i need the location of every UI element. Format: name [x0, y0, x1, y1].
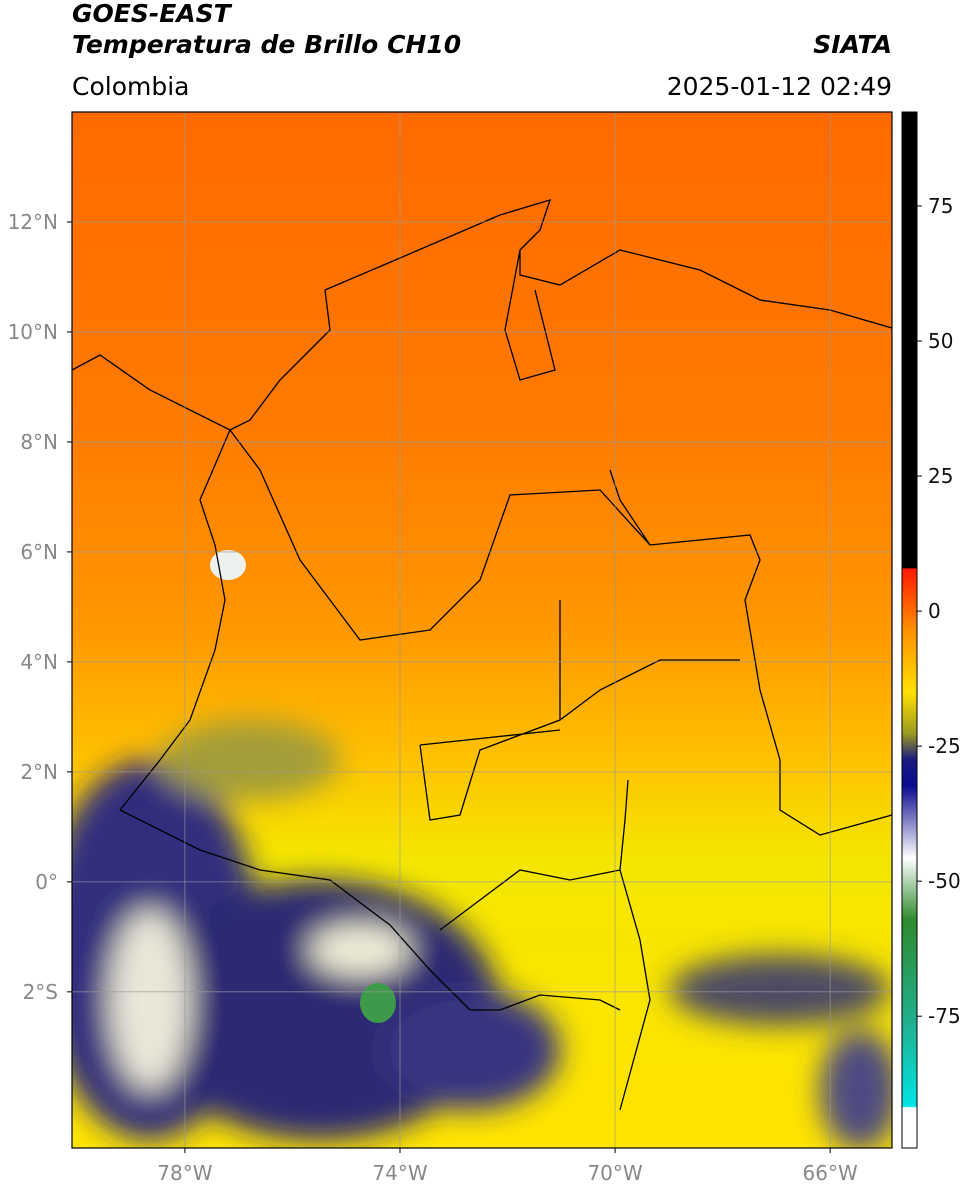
subtitle: Temperatura de Brillo CH10: [72, 30, 461, 59]
colorbar: [901, 111, 918, 1149]
lat-tick-label: 8°N: [20, 430, 58, 454]
colorbar-tick-label: -50: [928, 869, 961, 893]
colorbar-tick-label: 50: [928, 329, 953, 353]
timestamp: 2025-01-12 02:49: [667, 72, 892, 101]
lon-tick-label: 78°W: [157, 1161, 212, 1185]
map-image: [72, 112, 892, 1148]
lon-tick-label: 70°W: [587, 1161, 642, 1185]
lat-tick-label: 2°N: [20, 760, 58, 784]
lat-tick-label: 12°N: [8, 210, 58, 234]
colorbar-tick-label: -25: [928, 734, 961, 758]
colorbar-tick-label: -75: [928, 1004, 961, 1028]
title: GOES-EAST: [72, 0, 233, 28]
lon-tick-label: 66°W: [803, 1161, 858, 1185]
colorbar-tick-label: 0: [928, 599, 941, 623]
graticule: [72, 112, 892, 1148]
map-frame: [71, 111, 893, 1149]
lat-tick-label: 10°N: [8, 320, 58, 344]
colorbar-tick-label: 75: [928, 194, 953, 218]
lat-tick-label: 6°N: [20, 540, 58, 564]
region: Colombia: [72, 72, 189, 101]
colorbar-tick-label: 25: [928, 464, 953, 488]
lat-tick-label: 2°S: [23, 980, 58, 1004]
lat-tick-label: 0°: [35, 870, 58, 894]
lat-tick-label: 4°N: [20, 650, 58, 674]
source: SIATA: [813, 30, 892, 59]
lon-tick-label: 74°W: [372, 1161, 427, 1185]
